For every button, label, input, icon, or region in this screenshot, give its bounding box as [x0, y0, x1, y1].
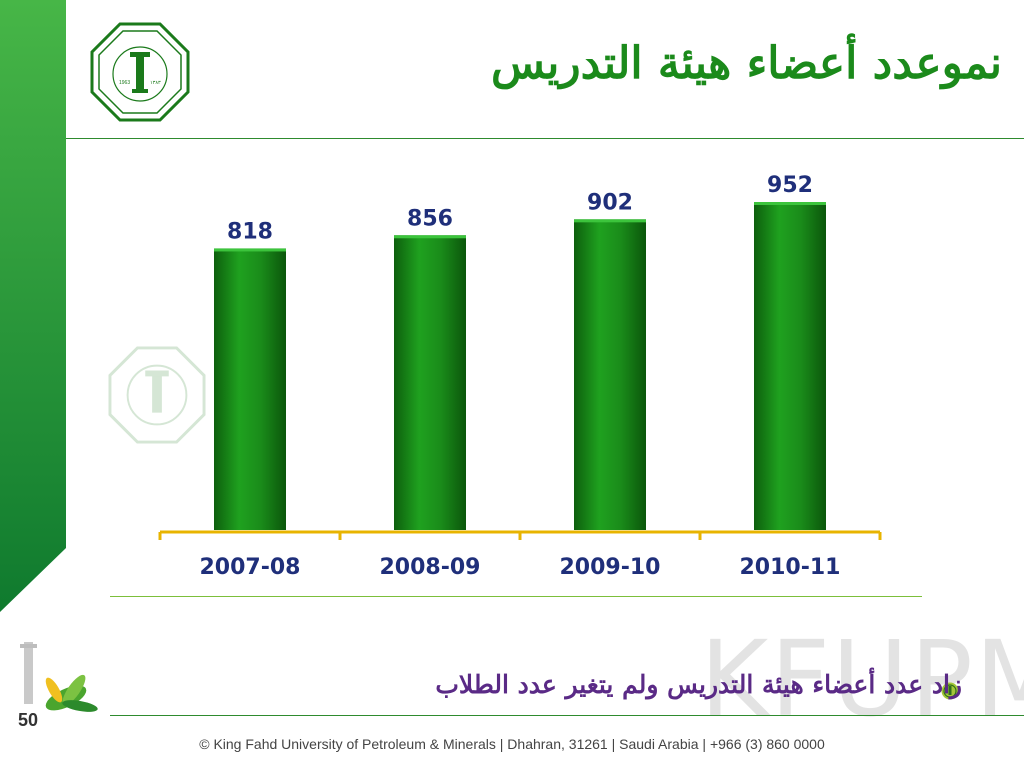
seal-watermark-icon	[108, 346, 206, 444]
footer-divider	[110, 715, 1024, 716]
title-divider	[66, 138, 1024, 139]
svg-text:50: 50	[18, 710, 38, 730]
bar-top-highlight	[574, 219, 646, 223]
data-label: 902	[587, 190, 633, 215]
bar-2009-10	[574, 219, 646, 530]
bar-2008-09	[394, 235, 466, 530]
bar-top-highlight	[394, 235, 466, 239]
chart-divider	[110, 596, 922, 597]
bar-2010-11	[754, 202, 826, 530]
fifty-years-logo: 50	[18, 642, 98, 730]
x-tick-label: 2010-11	[740, 555, 841, 580]
x-tick-label: 2009-10	[560, 555, 661, 580]
x-tick-label: 2007-08	[200, 555, 301, 580]
data-label: 818	[227, 219, 273, 244]
footer-copyright: © King Fahd University of Petroleum & Mi…	[199, 736, 825, 752]
data-label: 856	[407, 206, 453, 231]
bullet-seal-icon	[941, 682, 959, 700]
svg-text:١٣٨٣: ١٣٨٣	[150, 80, 161, 86]
kfupm-watermark: KFUPM	[700, 618, 1024, 740]
bar-top-highlight	[214, 248, 286, 252]
x-tick-label: 2008-09	[380, 555, 481, 580]
bar-2007-08	[214, 248, 286, 530]
side-decor-band	[0, 0, 66, 612]
bar-top-highlight	[754, 202, 826, 205]
bullet-point: زاد عدد أعضاء هيئة التدريس ولم يتغير عدد…	[435, 670, 962, 699]
data-label: 952	[767, 173, 813, 198]
page-title: نموعدد أعضاء هيئة التدريس	[491, 38, 1002, 89]
kfupm-seal-logo: 1963 ١٣٨٣	[90, 22, 190, 122]
svg-text:1963: 1963	[119, 80, 130, 86]
